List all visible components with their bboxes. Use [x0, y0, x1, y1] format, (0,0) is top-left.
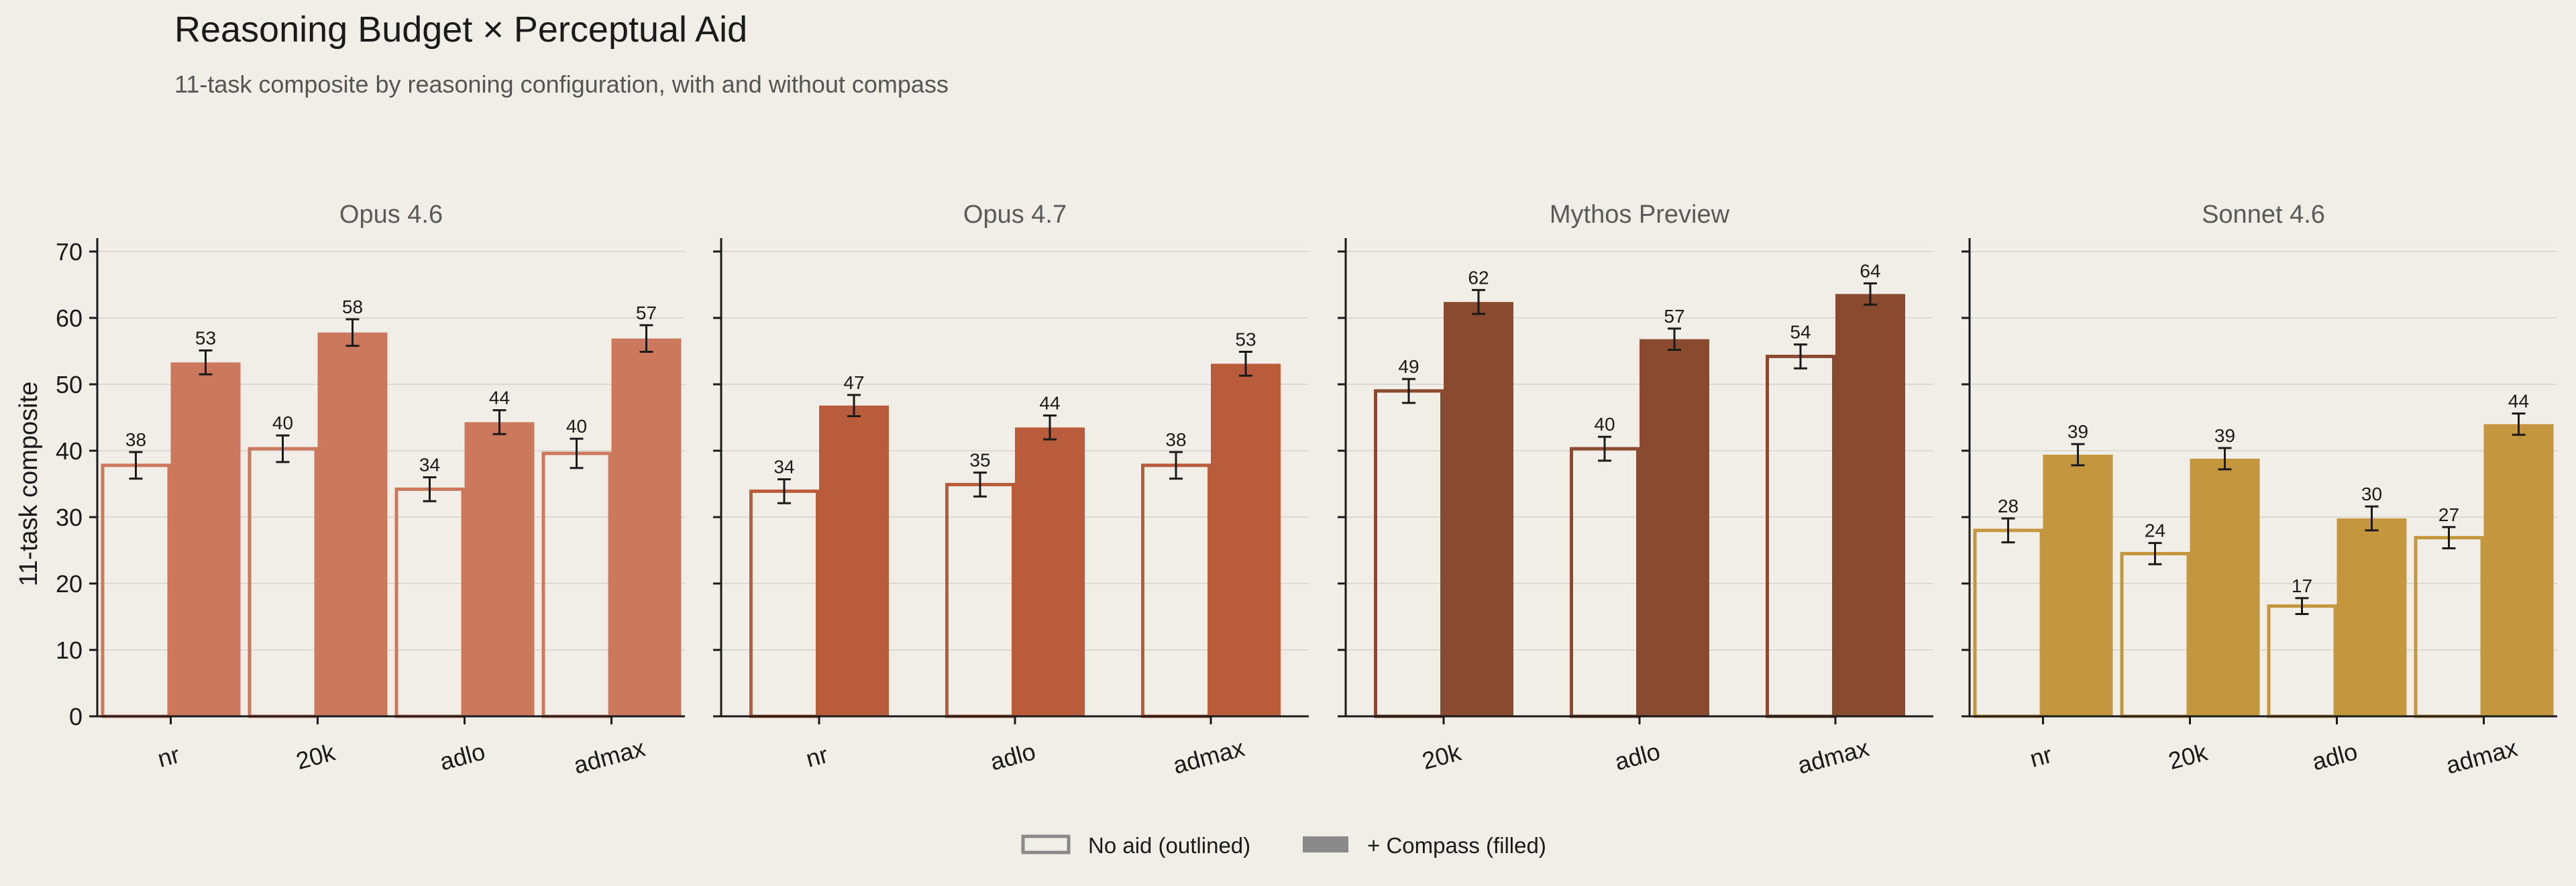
bar-compass [1015, 427, 1085, 716]
bar-compass [1211, 364, 1281, 716]
x-tick-label: adlo [987, 737, 1038, 775]
data-label: 64 [1860, 261, 1880, 282]
data-label: 54 [1790, 322, 1811, 343]
bar-compass [1444, 302, 1513, 716]
legend: No aid (outlined) + Compass (filled) [1021, 833, 1546, 858]
data-label: 57 [1664, 306, 1684, 327]
x-tick-label: admax [2443, 734, 2520, 779]
bar-no-aid [2267, 604, 2337, 718]
x-tick-label: admax [1170, 734, 1247, 779]
panel-2: Mythos Preview 49 62 20k 40 57 adlo 54 64 admax [1338, 201, 1933, 779]
data-label: 35 [969, 450, 990, 471]
bar-no-aid [541, 451, 612, 718]
data-label: 27 [2438, 504, 2459, 525]
panel-title: Opus 4.7 [963, 201, 1067, 229]
y-tick-label: 40 [56, 437, 83, 465]
x-tick-label: admax [1794, 734, 1872, 779]
bar-compass [819, 405, 889, 716]
bar-no-aid [101, 463, 171, 718]
x-tick-label: adlo [2309, 737, 2360, 775]
data-label: 40 [1594, 414, 1615, 435]
data-label: 53 [195, 328, 216, 349]
y-tick-label: 60 [56, 304, 83, 332]
data-label: 39 [2214, 425, 2235, 446]
legend-swatch-filled [1303, 836, 1348, 852]
bar-no-aid [1570, 447, 1640, 718]
y-axis-label: 11-task composite [15, 382, 43, 587]
chart-title: Reasoning Budget × Perceptual Aid [174, 9, 747, 50]
legend-label-outlined: No aid (outlined) [1088, 833, 1250, 858]
data-label: 24 [2145, 520, 2165, 541]
data-label: 53 [1235, 329, 1256, 349]
data-label: 57 [636, 302, 657, 323]
bar-no-aid [2414, 536, 2484, 718]
data-label: 38 [1165, 429, 1186, 450]
data-label: 30 [2361, 484, 2382, 504]
bar-compass [611, 338, 682, 716]
bar-compass [1640, 339, 1709, 716]
data-label: 34 [773, 457, 794, 478]
bar-compass [170, 362, 241, 716]
panels-group: Opus 4.6 38 53 nr 40 58 20k 34 44 adlo 40 57 admax 0 1… [15, 201, 2557, 779]
bar-no-aid [394, 487, 465, 718]
x-tick-label: 20k [293, 738, 339, 775]
data-label: 34 [419, 455, 440, 476]
data-label: 44 [2508, 391, 2529, 412]
x-tick-label: nr [803, 740, 831, 773]
x-tick-label: adlo [437, 737, 488, 775]
bar-no-aid [749, 489, 819, 718]
data-label: 47 [843, 372, 864, 393]
panel-title: Opus 4.6 [339, 201, 443, 229]
x-tick-label: adlo [1612, 737, 1663, 775]
legend-swatch-outlined [1021, 834, 1071, 854]
bar-no-aid [2120, 551, 2190, 718]
data-label: 44 [1039, 393, 1060, 414]
panel-1: Opus 4.7 34 47 nr 35 44 adlo 38 53 admax [713, 201, 1309, 779]
x-tick-label: nr [2027, 740, 2055, 773]
bar-compass [2337, 518, 2407, 716]
bar-compass [464, 422, 535, 716]
x-tick-label: 20k [2165, 738, 2211, 775]
data-label: 40 [272, 412, 293, 433]
chart-subtitle: 11-task composite by reasoning configura… [174, 70, 949, 98]
bar-no-aid [1766, 354, 1835, 718]
bar-no-aid [1374, 389, 1444, 718]
bar-compass [1835, 294, 1905, 716]
panel-0: Opus 4.6 38 53 nr 40 58 20k 34 44 adlo 40 57 admax 0 1… [15, 201, 685, 779]
legend-label-filled: + Compass (filled) [1367, 833, 1546, 858]
data-label: 62 [1468, 267, 1489, 288]
panel-3: Sonnet 4.6 28 39 nr 24 39 20k 17 30 adlo 27 44 admax [1962, 201, 2557, 779]
panel-title: Sonnet 4.6 [2202, 201, 2325, 229]
y-tick-label: 0 [69, 703, 83, 730]
data-label: 17 [2292, 575, 2312, 596]
bar-no-aid [945, 482, 1015, 718]
data-label: 38 [125, 429, 146, 450]
y-tick-label: 50 [56, 371, 83, 398]
bar-no-aid [1141, 463, 1211, 718]
x-tick-label: admax [571, 734, 648, 779]
x-tick-label: nr [154, 740, 182, 773]
bar-compass [2190, 458, 2260, 716]
data-label: 39 [2068, 421, 2088, 442]
bar-no-aid [1973, 529, 2043, 718]
data-label: 40 [566, 416, 587, 437]
x-tick-label: 20k [1419, 738, 1464, 775]
panel-title: Mythos Preview [1550, 201, 1730, 229]
y-tick-label: 10 [56, 636, 83, 664]
data-label: 49 [1398, 356, 1419, 377]
bar-compass [2043, 454, 2113, 716]
data-label: 28 [1998, 496, 2019, 516]
bar-no-aid [248, 447, 318, 718]
y-tick-label: 30 [56, 504, 83, 531]
data-label: 58 [342, 296, 363, 317]
y-tick-label: 70 [56, 238, 83, 266]
bar-compass [2483, 424, 2554, 716]
data-label: 44 [489, 388, 510, 408]
bar-compass [317, 332, 388, 716]
y-tick-label: 20 [56, 570, 83, 598]
